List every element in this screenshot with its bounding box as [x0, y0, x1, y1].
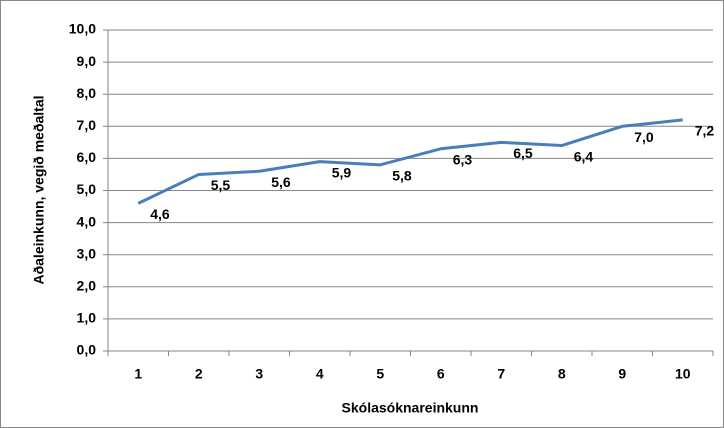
data-label: 4,6 — [150, 206, 170, 222]
y-axis-title: Aðaleinkunn, vegið meðaltal — [31, 95, 47, 284]
y-tick-label: 7,0 — [77, 117, 97, 133]
x-tick-label: 10 — [675, 366, 691, 382]
x-tick-label: 4 — [316, 366, 324, 382]
x-tick-label: 9 — [618, 366, 626, 382]
y-tick-label: 5,0 — [77, 181, 97, 197]
y-tick-label: 9,0 — [77, 53, 97, 69]
data-label: 6,4 — [574, 148, 594, 164]
y-tick-label: 3,0 — [77, 245, 97, 261]
x-tick-label: 3 — [255, 366, 263, 382]
x-tick-label: 5 — [376, 366, 384, 382]
y-tick-label: 8,0 — [77, 85, 97, 101]
x-tick-label: 2 — [195, 366, 203, 382]
x-axis-title: Skólasóknareinkunn — [342, 400, 479, 416]
y-tick-label: 0,0 — [77, 342, 97, 358]
data-label: 5,5 — [211, 177, 231, 193]
x-tick-label: 7 — [497, 366, 505, 382]
data-label: 5,9 — [332, 164, 352, 180]
y-tick-label: 4,0 — [77, 213, 97, 229]
data-label: 6,5 — [513, 145, 533, 161]
y-tick-label: 10,0 — [69, 21, 96, 37]
data-label: 6,3 — [453, 151, 473, 167]
data-line — [137, 118, 683, 205]
data-label: 5,6 — [271, 174, 291, 190]
data-label: 7,2 — [695, 123, 715, 139]
y-tick-label: 1,0 — [77, 310, 97, 326]
y-tick-label: 6,0 — [77, 149, 97, 165]
data-label: 7,0 — [634, 129, 654, 145]
x-tick-label: 1 — [134, 366, 142, 382]
data-label: 5,8 — [392, 168, 412, 184]
y-tick-label: 2,0 — [77, 278, 97, 294]
x-tick-label: 8 — [558, 366, 566, 382]
x-tick-label: 6 — [437, 366, 445, 382]
